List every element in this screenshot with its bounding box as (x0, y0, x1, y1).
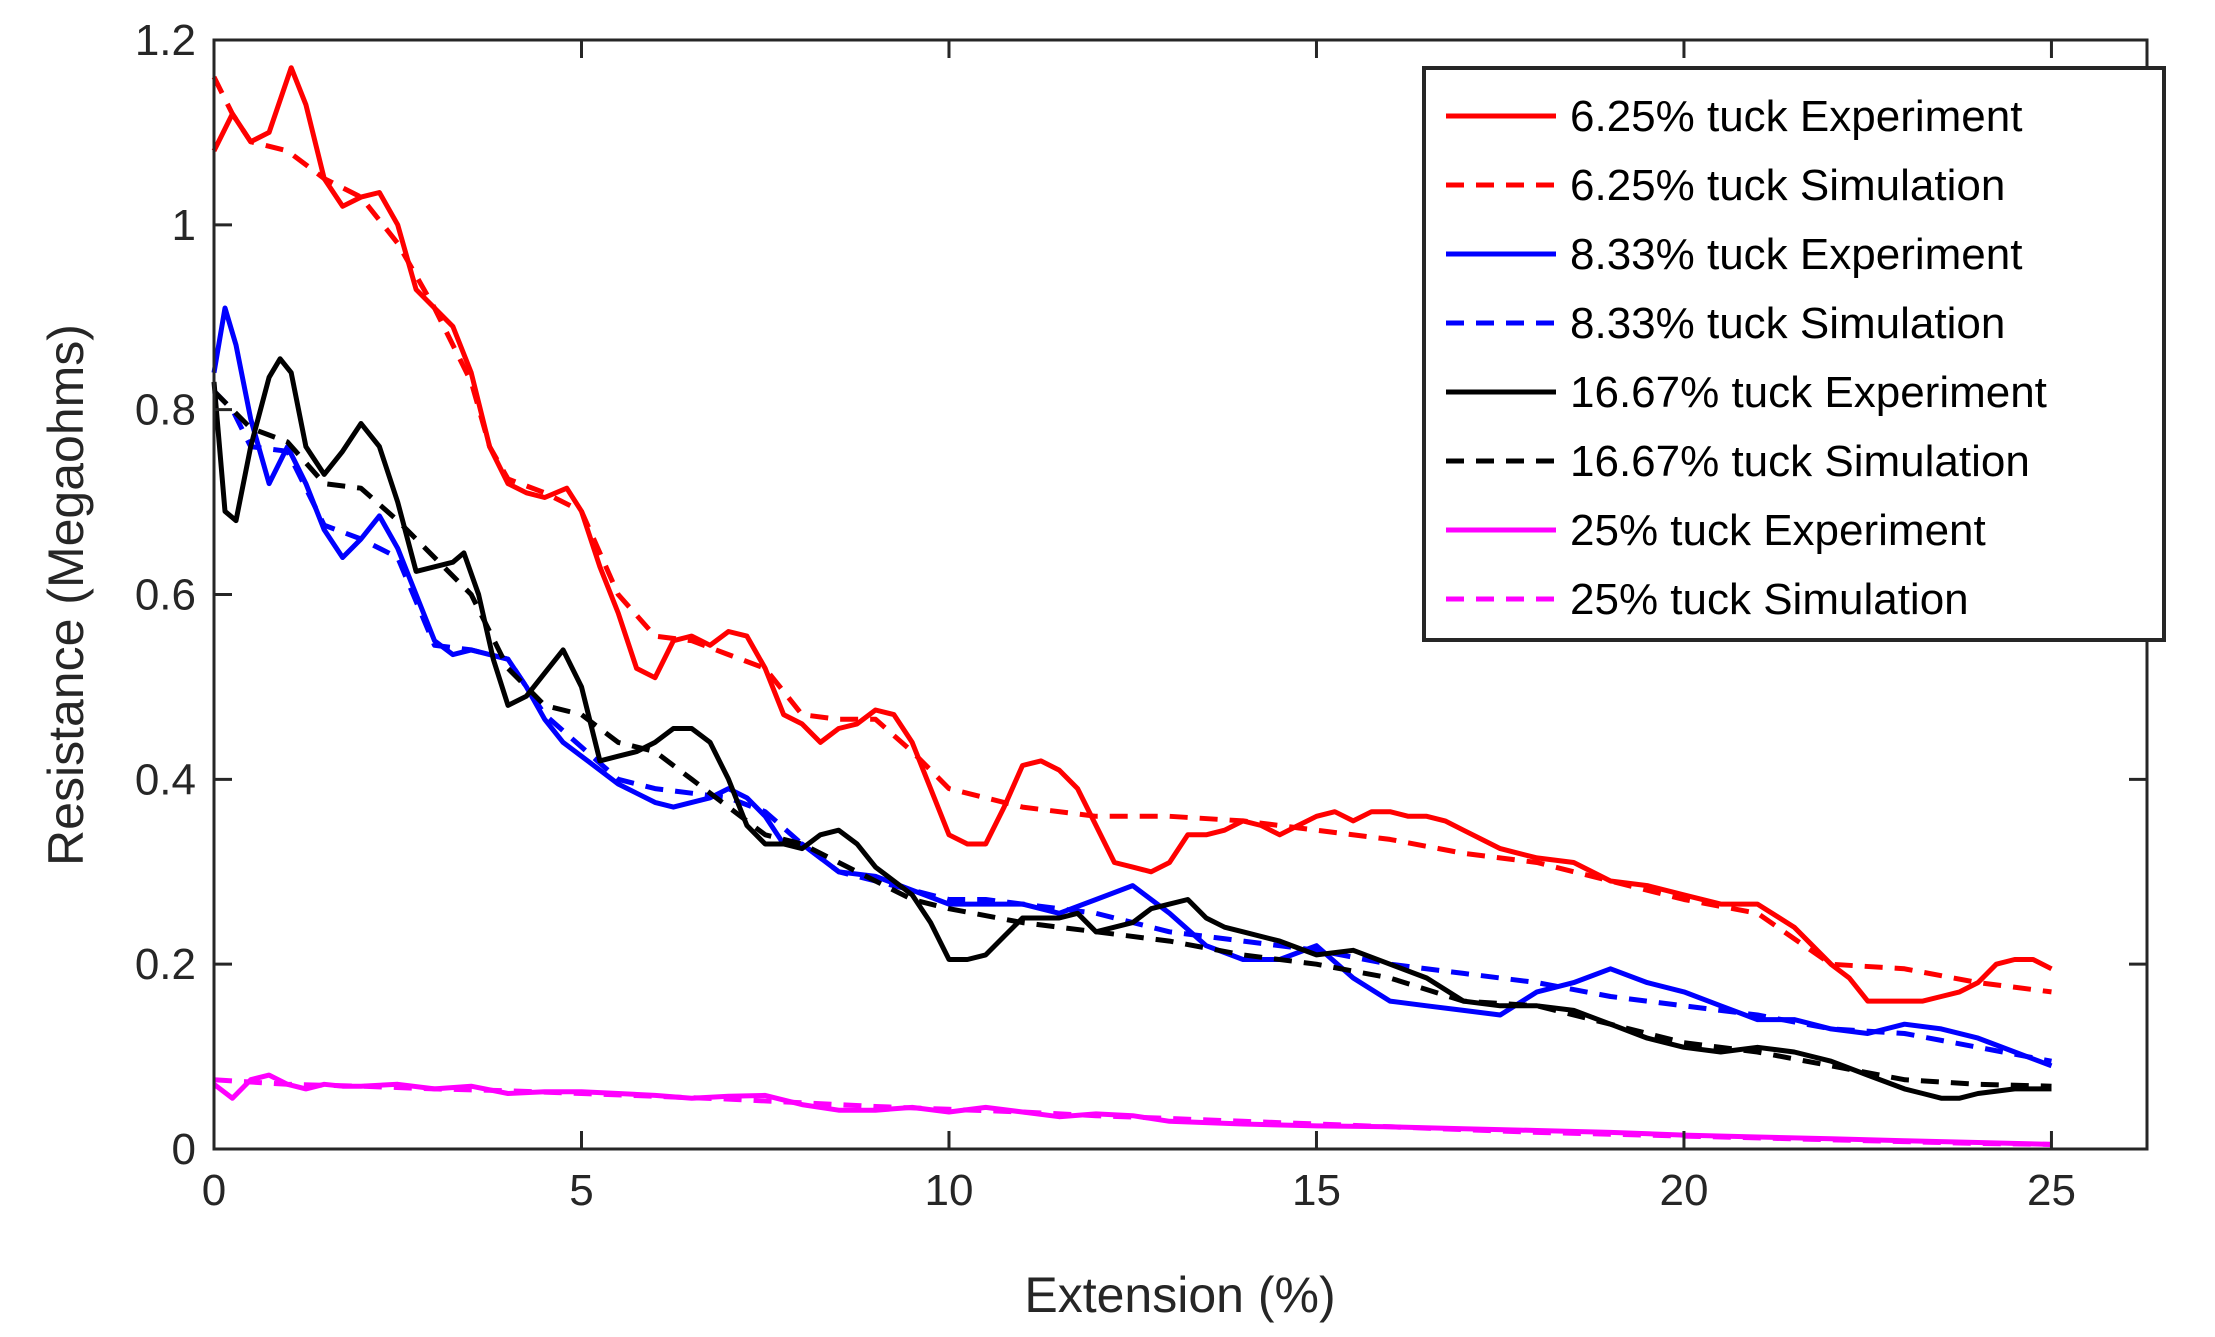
x-tick-label: 25 (2027, 1166, 2076, 1215)
legend-label-6-25pct-tuck-simulation: 6.25% tuck Simulation (1570, 161, 2005, 210)
series-line-16-67pct-tuck-simulation (212, 389, 2052, 1089)
x-tick-label: 10 (925, 1166, 974, 1215)
tick-layer: 0 5 10 15 20 25 0 0.2 0.4 0.6 0.8 1 1.2 (135, 16, 2147, 1215)
legend-label-8-33pct-tuck-experiment: 8.33% tuck Experiment (1570, 230, 2022, 279)
x-axis-label: Extension (%) (1024, 1267, 1335, 1323)
y-tick-label: 1 (172, 201, 196, 250)
series-line-6-25pct-tuck-simulation (211, 75, 2052, 995)
series-line-25pct-tuck-simulation (213, 1077, 2052, 1147)
legend-box (1422, 66, 2166, 642)
series-line-16-67pct-tuck-experiment (211, 356, 2052, 1101)
legend-label-6-25pct-tuck-experiment: 6.25% tuck Experiment (1570, 92, 2022, 141)
series-layer (211, 65, 2053, 1147)
y-tick-label: 0 (172, 1125, 196, 1174)
legend: 6.25% tuck Experiment 6.25% tuck Simulati… (1422, 66, 2166, 642)
legend-label-25pct-tuck-experiment: 25% tuck Experiment (1570, 506, 1986, 555)
y-tick-label: 0.8 (135, 386, 196, 435)
y-tick-label: 0.4 (135, 755, 196, 804)
legend-label-8-33pct-tuck-simulation: 8.33% tuck Simulation (1570, 299, 2005, 348)
legend-label-16-67pct-tuck-experiment: 16.67% tuck Experiment (1570, 368, 2047, 417)
y-tick-label: 0.2 (135, 940, 196, 989)
x-tick-label: 5 (569, 1166, 593, 1215)
x-tick-label: 0 (202, 1166, 226, 1215)
y-tick-label: 0.6 (135, 571, 196, 620)
legend-label-25pct-tuck-simulation: 25% tuck Simulation (1570, 575, 1969, 624)
y-axis-label: Resistance (Megaohms) (38, 324, 94, 866)
y-tick-label: 1.2 (135, 16, 196, 65)
legend-label-16-67pct-tuck-simulation: 16.67% tuck Simulation (1570, 437, 2030, 486)
x-tick-label: 15 (1292, 1166, 1341, 1215)
series-line-8-33pct-tuck-simulation (212, 389, 2052, 1064)
x-tick-label: 20 (1659, 1166, 1708, 1215)
